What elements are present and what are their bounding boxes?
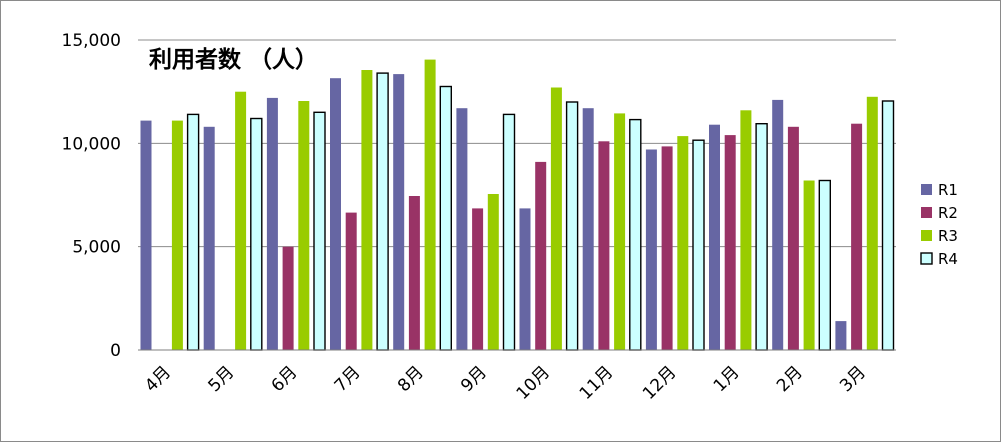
legend-label: R2	[938, 204, 958, 222]
bar-r1	[709, 124, 720, 350]
legend-swatch-r3	[921, 230, 932, 241]
bar-r3	[171, 120, 183, 350]
bar-r3	[298, 101, 310, 350]
bar-r4	[439, 85, 452, 351]
bar-r2	[535, 161, 547, 350]
bar-r1	[330, 78, 341, 350]
bar-r1	[519, 208, 531, 350]
bar-r3	[740, 110, 752, 350]
bar-r2	[472, 208, 484, 350]
bar-r2	[661, 146, 673, 350]
y-tick-label: 15,000	[62, 31, 121, 51]
bar-r3	[803, 180, 815, 350]
bar-r3	[487, 194, 499, 350]
bar-r3	[677, 136, 689, 350]
bar-r1	[140, 120, 152, 350]
bar-r4	[755, 122, 768, 351]
legend-swatch-r4	[920, 252, 933, 265]
bar-r3	[361, 70, 373, 350]
bar-r4	[818, 179, 831, 351]
chart-title: 利用者数 （人）	[149, 46, 318, 73]
bar-r2	[345, 212, 357, 350]
bar-r3	[866, 96, 878, 350]
x-tick-label: 8月	[394, 362, 428, 396]
bar-r4	[313, 111, 326, 351]
bar-r1	[772, 99, 784, 351]
x-tick-label: 1月	[710, 362, 744, 396]
bar-r3	[424, 59, 436, 350]
y-axis-ticks: 0 5,000 10,000 15,000	[62, 31, 121, 361]
bar-r4	[186, 113, 200, 351]
legend-swatch-r1	[921, 184, 932, 195]
bar-r1	[203, 126, 215, 350]
x-tick-label: 3月	[836, 362, 870, 396]
x-tick-label: 9月	[457, 362, 491, 396]
bar-r1	[456, 108, 468, 350]
legend-label: R4	[938, 250, 958, 268]
bar-r2	[724, 135, 736, 350]
x-tick-label: 12月	[639, 362, 680, 403]
gridlines	[138, 39, 896, 248]
bar-r4	[629, 118, 642, 351]
bar-r2	[408, 196, 420, 350]
bar-r2	[282, 246, 294, 350]
bar-r1	[645, 149, 657, 350]
bar-r1	[266, 97, 278, 351]
bar-r1	[582, 108, 594, 350]
bar-r3	[235, 91, 247, 350]
bars	[140, 59, 895, 351]
bar-r3	[614, 113, 626, 351]
x-tick-label: 6月	[268, 362, 302, 396]
bar-r1	[835, 321, 847, 350]
bar-r4	[376, 72, 389, 351]
bar-r4	[692, 139, 705, 351]
bar-r2	[787, 126, 799, 350]
bar-r4	[250, 117, 263, 351]
legend-label: R3	[938, 227, 958, 245]
y-tick-label: 0	[110, 341, 121, 361]
legend: R1 R2 R3 R4	[920, 181, 958, 268]
x-tick-label: 7月	[331, 362, 365, 396]
bar-r2	[851, 123, 863, 350]
bar-r1	[393, 74, 405, 350]
bar-r4	[565, 101, 579, 351]
x-tick-label: 10月	[513, 362, 554, 403]
x-axis-ticks: 4月 5月 6月 7月 8月 9月 10月 11月 12月 1月 2月 3月	[141, 362, 870, 403]
bar-r4	[881, 100, 895, 351]
x-tick-label: 4月	[141, 362, 175, 396]
legend-swatch-r2	[921, 207, 932, 218]
y-tick-label: 5,000	[72, 238, 121, 258]
x-tick-label: 5月	[204, 362, 238, 396]
x-tick-label: 11月	[576, 362, 617, 403]
x-tick-label: 2月	[773, 362, 807, 396]
y-tick-label: 10,000	[62, 134, 121, 154]
legend-label: R1	[938, 181, 958, 199]
bar-r4	[502, 113, 516, 351]
bar-r3	[550, 87, 562, 350]
bar-r2	[598, 141, 610, 350]
